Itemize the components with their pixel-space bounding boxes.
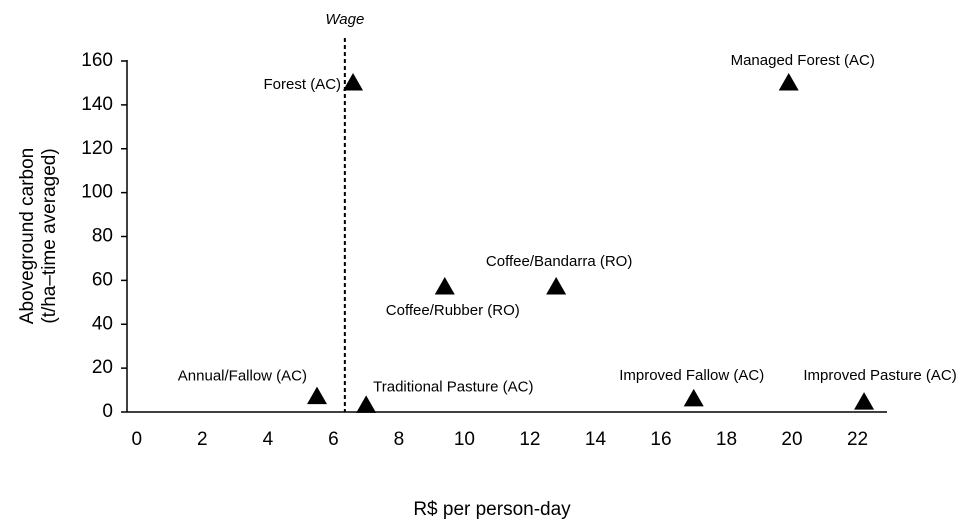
- y-tick-label: 0: [102, 401, 113, 422]
- point-label: Traditional Pasture (AC): [373, 378, 533, 395]
- x-tick-label: 6: [328, 429, 339, 450]
- x-tick-label: 8: [394, 429, 405, 450]
- y-axis-title: Aboveground carbon: [17, 148, 38, 324]
- data-point: [683, 388, 704, 407]
- x-tick-label: 2: [197, 429, 208, 450]
- data-point: [343, 72, 364, 91]
- y-tick-label: 40: [92, 313, 113, 334]
- data-point: [434, 276, 455, 295]
- y-tick-label: 80: [92, 226, 113, 247]
- y-tick-label: 20: [92, 357, 113, 378]
- y-tick-label: 160: [81, 50, 113, 71]
- x-tick-label: 22: [847, 429, 868, 450]
- data-point: [546, 276, 567, 295]
- point-label: Coffee/Rubber (RO): [386, 302, 520, 319]
- point-label: Improved Pasture (AC): [803, 367, 956, 384]
- point-label: Improved Fallow (AC): [619, 367, 764, 384]
- data-point: [356, 395, 377, 413]
- y-tick-label: 100: [81, 182, 113, 203]
- data-point: [854, 392, 875, 410]
- x-tick-label: 14: [585, 429, 607, 450]
- y-tick-label: 60: [92, 269, 113, 290]
- wage-label: Wage: [325, 11, 364, 28]
- x-tick-label: 4: [263, 429, 274, 450]
- x-axis-title: R$ per person-day: [413, 499, 571, 520]
- x-tick-label: 12: [519, 429, 540, 450]
- x-tick-label: 0: [132, 429, 143, 450]
- point-label: Forest (AC): [264, 76, 342, 93]
- y-tick-label: 140: [81, 94, 113, 115]
- data-point: [778, 72, 799, 91]
- x-tick-label: 16: [650, 429, 671, 450]
- x-tick-label: 10: [454, 429, 475, 450]
- x-tick-label: 18: [716, 429, 737, 450]
- point-label: Coffee/Bandarra (RO): [486, 253, 632, 270]
- data-point: [307, 386, 327, 405]
- x-tick-label: 20: [781, 429, 802, 450]
- point-label: Annual/Fallow (AC): [178, 368, 307, 385]
- point-label: Managed Forest (AC): [731, 52, 875, 69]
- y-tick-label: 120: [81, 138, 113, 159]
- y-axis-title: (t/ha–time averaged): [39, 148, 60, 323]
